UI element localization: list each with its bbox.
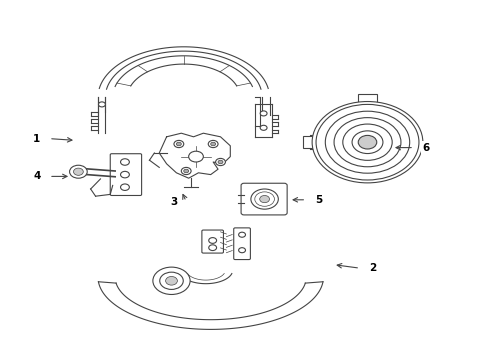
Circle shape <box>334 118 401 167</box>
Circle shape <box>184 169 189 173</box>
Circle shape <box>174 140 184 148</box>
FancyBboxPatch shape <box>202 230 223 253</box>
FancyBboxPatch shape <box>241 183 287 215</box>
Circle shape <box>255 192 274 206</box>
Circle shape <box>312 102 423 183</box>
Circle shape <box>316 104 419 180</box>
FancyBboxPatch shape <box>358 94 377 103</box>
Text: 2: 2 <box>369 263 376 273</box>
Circle shape <box>160 272 183 289</box>
Circle shape <box>352 131 383 153</box>
Circle shape <box>260 111 267 116</box>
Circle shape <box>189 151 203 162</box>
Circle shape <box>260 125 267 130</box>
Circle shape <box>98 102 105 107</box>
Text: 5: 5 <box>315 195 322 205</box>
Text: 6: 6 <box>423 143 430 153</box>
Circle shape <box>216 158 225 166</box>
Circle shape <box>208 140 218 148</box>
Circle shape <box>121 171 129 178</box>
Circle shape <box>218 160 223 164</box>
Circle shape <box>181 167 191 175</box>
Text: 1: 1 <box>33 134 40 144</box>
Circle shape <box>121 184 129 190</box>
Circle shape <box>358 135 377 149</box>
Circle shape <box>209 238 217 243</box>
Text: 4: 4 <box>33 171 41 181</box>
Circle shape <box>166 276 177 285</box>
Circle shape <box>260 195 270 203</box>
FancyBboxPatch shape <box>110 154 142 195</box>
Text: 3: 3 <box>171 197 177 207</box>
Circle shape <box>176 142 181 146</box>
Circle shape <box>70 165 87 178</box>
Circle shape <box>251 189 278 209</box>
Circle shape <box>209 245 217 251</box>
Circle shape <box>74 168 83 175</box>
FancyBboxPatch shape <box>234 228 250 260</box>
FancyBboxPatch shape <box>303 136 316 148</box>
Circle shape <box>121 159 129 165</box>
Circle shape <box>153 267 190 294</box>
Circle shape <box>343 124 392 160</box>
Circle shape <box>325 111 410 173</box>
Circle shape <box>211 142 216 146</box>
Circle shape <box>239 232 245 237</box>
Circle shape <box>239 248 245 253</box>
